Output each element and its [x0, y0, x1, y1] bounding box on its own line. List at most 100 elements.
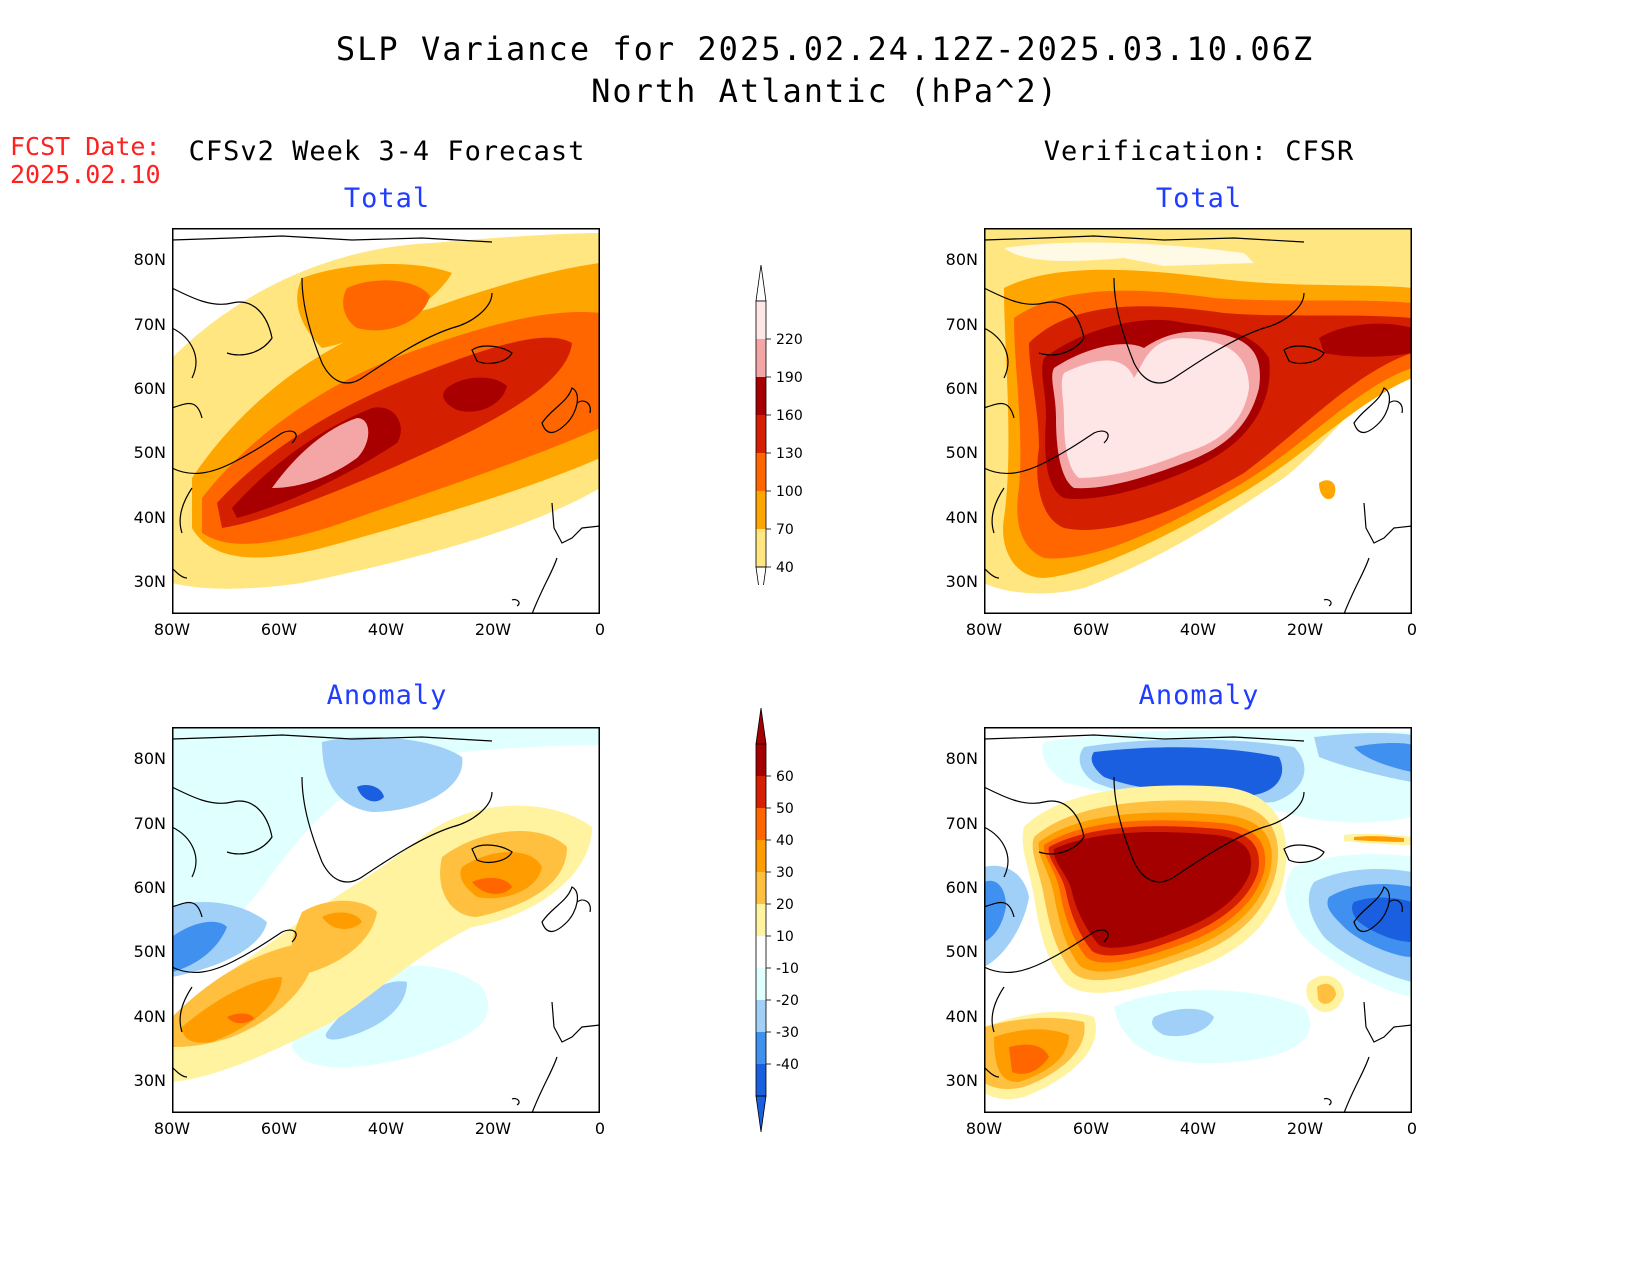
cb-anom-level-label: 20	[776, 897, 794, 913]
verif-anom-lon-tick-label: 0	[1406, 1119, 1418, 1138]
fcst-total-lon-tick-label: 60W	[260, 620, 298, 639]
verif-total-lon-tick-label: 80W	[965, 620, 1003, 639]
verif-total-lat-tick-label: 60N	[945, 378, 978, 398]
verif-total-map	[984, 228, 1412, 614]
cb-anom-level-label: -10	[776, 961, 799, 977]
verif-anom-lon-tick-label: 80W	[965, 1119, 1003, 1138]
fcst-anom-lat-tick-label: 60N	[133, 877, 166, 897]
cb-total-top-arrow	[755, 264, 767, 302]
cb-anom-level-label: -30	[776, 1025, 799, 1041]
fcst-anomaly-subtitle: Anomaly	[326, 680, 448, 711]
fcst-total-lat-tick-label: 40N	[133, 507, 166, 527]
fcst-total-subtitle: Total	[343, 183, 431, 214]
verif-anom-lon-tick-label: 60W	[1072, 1119, 1110, 1138]
cb-anom-top-arrow	[755, 707, 767, 745]
fcst-anom-lon-tick-label: 60W	[260, 1119, 298, 1138]
fcst-anom-lat-tick-label: 30N	[133, 1070, 166, 1090]
fcst-anomaly-map	[172, 727, 600, 1113]
verif-anomaly-subtitle: Anomaly	[1138, 680, 1260, 711]
cb-total-level-label: 190	[776, 370, 803, 386]
verif-total-lon-tick-label: 40W	[1179, 620, 1217, 639]
verif-total-lat-tick-label: 50N	[945, 443, 978, 463]
cb-anom-swatch	[756, 776, 766, 808]
cb-anom-level-label: 10	[776, 929, 794, 945]
verif-anom-lat-tick-label: 70N	[945, 813, 978, 833]
main-title: SLP Variance for 2025.02.24.12Z-2025.03.…	[335, 30, 1315, 68]
cb-total-level-label: 220	[776, 332, 803, 348]
cb-anom-level-label: 60	[776, 769, 794, 785]
fcst-total-lon-tick-label: 20W	[474, 620, 512, 639]
fcst-anom-lat-tick-label: 80N	[133, 749, 166, 769]
verif-total-lon-tick-label: 60W	[1072, 620, 1110, 639]
verif-anom-lat-tick-label: 30N	[945, 1070, 978, 1090]
verif-total-lon-tick-label: 20W	[1286, 620, 1324, 639]
verif-anomaly-map	[984, 727, 1412, 1113]
cb-anom-level-label: 30	[776, 865, 794, 881]
colorbar-anomaly: 60 50 40 30 20 10 -10 -20 -30 -40	[740, 707, 860, 1138]
cb-anom-swatch	[756, 1064, 766, 1096]
verif-total-lon-tick-label: 0	[1406, 620, 1418, 639]
verif-total-lat-tick-label: 40N	[945, 507, 978, 527]
cb-total-swatch	[756, 301, 766, 339]
cb-total-level-label: 130	[776, 446, 803, 462]
verif-anom-lat-tick-label: 40N	[945, 1006, 978, 1026]
fcst-total-lat-tick-label: 50N	[133, 443, 166, 463]
cb-anom-level-label: -20	[776, 993, 799, 1009]
verif-total-lat-tick-label: 30N	[945, 571, 978, 591]
verif-total-lat-tick-label: 70N	[945, 314, 978, 334]
cb-total-level-label: 40	[776, 560, 794, 576]
fcst-total-lon-tick-label: 80W	[153, 620, 191, 639]
verif-anom-lat-tick-label: 60N	[945, 877, 978, 897]
verif-anom-lat-tick-label: 80N	[945, 749, 978, 769]
cb-anom-swatch	[756, 872, 766, 904]
verif-anom-lon-tick-label: 20W	[1286, 1119, 1324, 1138]
cb-anom-level-label: 40	[776, 833, 794, 849]
cb-anom-bottom-arrow	[755, 1095, 767, 1133]
fcst-anom-lat-tick-label: 50N	[133, 942, 166, 962]
cb-anom-swatch	[756, 936, 766, 968]
fcst-date-value: 2025.02.10	[10, 160, 161, 189]
cb-anom-swatch	[756, 1000, 766, 1032]
cb-anom-swatch	[756, 904, 766, 936]
cb-total-level-label: 160	[776, 408, 803, 424]
verification-column-title: Verification: CFSR	[1043, 136, 1355, 167]
verif-anom-lat-tick-label: 50N	[945, 942, 978, 962]
fcst-total-lon-tick-label: 40W	[367, 620, 405, 639]
cb-total-outline	[755, 300, 767, 568]
cb-total-swatch	[756, 491, 766, 529]
verif-anom-lon-tick-label: 40W	[1179, 1119, 1217, 1138]
fcst-anom-lon-tick-label: 20W	[474, 1119, 512, 1138]
cb-anom-swatch	[756, 968, 766, 1000]
fcst-total-lon-tick-label: 0	[594, 620, 606, 639]
cb-total-bottom-arrow	[755, 566, 767, 604]
fcst-total-lat-tick-label: 80N	[133, 250, 166, 270]
verif-total-lat-tick-label: 80N	[945, 250, 978, 270]
cb-total-swatch	[756, 453, 766, 491]
main-subtitle: North Atlantic (hPa^2)	[591, 72, 1059, 110]
cb-anom-level-label: -40	[776, 1057, 799, 1073]
cb-anom-swatch	[756, 840, 766, 872]
fcst-total-map	[172, 228, 600, 614]
cb-anom-level-label: 50	[776, 801, 794, 817]
cb-total-level-label: 70	[776, 522, 794, 538]
cb-anom-swatch	[756, 808, 766, 840]
fcst-anom-lat-tick-label: 40N	[133, 1006, 166, 1026]
cb-total-swatch	[756, 529, 766, 567]
fcst-anom-lat-tick-label: 70N	[133, 813, 166, 833]
verif-total-subtitle: Total	[1155, 183, 1243, 214]
colorbar-total: 220 190 160 130 100 70 40	[740, 264, 860, 604]
cb-total-swatch	[756, 377, 766, 415]
cb-total-level-label: 100	[776, 484, 803, 500]
fcst-total-lat-tick-label: 60N	[133, 378, 166, 398]
cb-total-swatch	[756, 339, 766, 377]
cb-anom-swatch	[756, 744, 766, 776]
fcst-date-label: FCST Date:	[10, 132, 161, 161]
cb-anom-swatch	[756, 1032, 766, 1064]
cb-anom-outline	[755, 743, 767, 1097]
fcst-anom-lon-tick-label: 40W	[367, 1119, 405, 1138]
cb-total-swatch	[756, 415, 766, 453]
fcst-anom-lon-tick-label: 80W	[153, 1119, 191, 1138]
forecast-column-title: CFSv2 Week 3-4 Forecast	[188, 136, 586, 167]
fcst-total-lat-tick-label: 30N	[133, 571, 166, 591]
fcst-total-lat-tick-label: 70N	[133, 314, 166, 334]
